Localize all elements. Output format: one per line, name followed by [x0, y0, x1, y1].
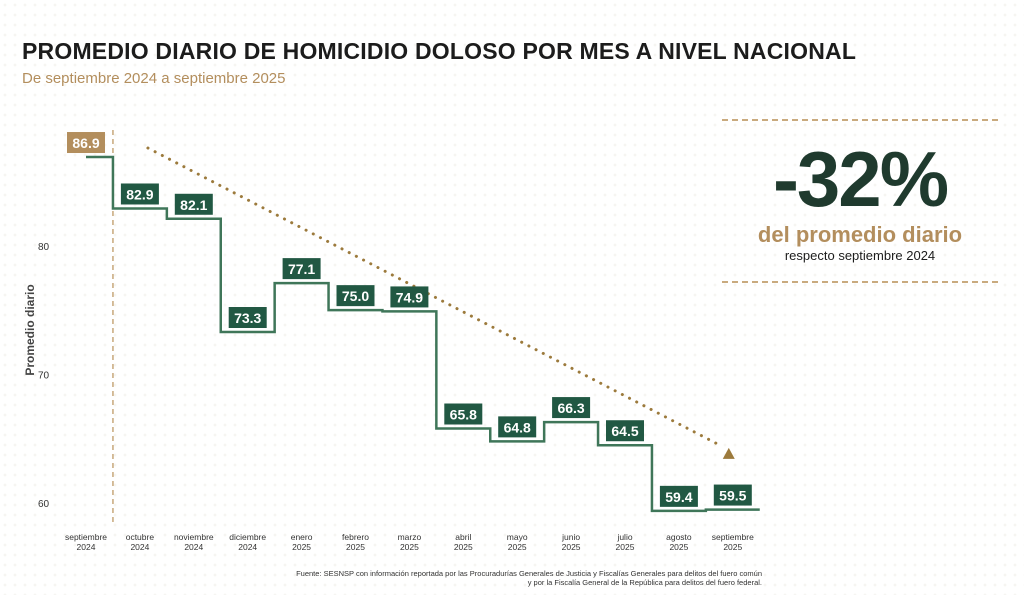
source-line-1: Fuente: SESNSP con información reportada…: [296, 569, 762, 578]
value-label: 64.8: [504, 419, 531, 435]
x-tick-year: 2025: [508, 542, 527, 552]
y-axis-label: Promedio diario: [23, 284, 37, 375]
page-subtitle: De septiembre 2024 a septiembre 2025: [22, 70, 286, 87]
x-tick-month: septiembre: [712, 532, 754, 542]
trend-arrowhead: [722, 447, 735, 459]
value-label-box: [228, 307, 267, 329]
x-tick-year: 2025: [723, 542, 742, 552]
x-tick-month: julio: [616, 532, 632, 542]
source-note: Fuente: SESNSP con información reportada…: [202, 569, 762, 587]
x-tick-month: mayo: [507, 532, 528, 542]
x-tick-year: 2024: [238, 542, 257, 552]
x-tick-month: septiembre: [65, 532, 107, 542]
value-label-box: [282, 258, 321, 280]
kpi-sublabel: respecto septiembre 2024: [784, 248, 936, 263]
x-tick-year: 2025: [346, 542, 365, 552]
value-label-box: [390, 286, 429, 308]
x-tick-year: 2025: [454, 542, 473, 552]
source-line-2: y por la Fiscalía General de la Repúblic…: [527, 578, 762, 587]
kpi-label: del promedio diario: [757, 222, 963, 247]
x-tick-year: 2025: [562, 542, 581, 552]
x-tick-year: 2024: [130, 542, 149, 552]
x-tick-month: enero: [291, 532, 313, 542]
x-tick-year: 2025: [616, 542, 635, 552]
value-label: 77.1: [288, 261, 315, 277]
page-title: PROMEDIO DIARIO DE HOMICIDIO DOLOSO POR …: [22, 38, 857, 64]
kpi-value: -32%: [772, 135, 949, 223]
value-label-box: [606, 420, 644, 442]
value-label-box: [120, 183, 159, 205]
x-tick-month: abril: [455, 532, 471, 542]
x-tick-month: octubre: [126, 532, 155, 542]
x-tick-year: 2025: [292, 542, 311, 552]
x-tick-month: junio: [561, 532, 580, 542]
x-tick-month: marzo: [398, 532, 422, 542]
value-label: 82.9: [126, 186, 153, 202]
value-label: 66.3: [557, 400, 584, 416]
kpi-top-divider: [722, 119, 998, 121]
value-label: 75.0: [342, 288, 369, 304]
value-label-box: [174, 193, 213, 215]
x-tick-month: agosto: [666, 532, 692, 542]
value-label-box: [336, 285, 375, 307]
value-label-box: [444, 403, 483, 425]
value-label-box: [552, 397, 591, 419]
x-tick-year: 2024: [184, 542, 203, 552]
x-tick-month: diciembre: [229, 532, 266, 542]
value-label-box: [498, 416, 537, 438]
value-label: 64.5: [611, 423, 638, 439]
trend-line: [146, 146, 722, 447]
value-label: 65.8: [450, 407, 477, 423]
x-tick-year: 2024: [77, 542, 96, 552]
value-label: 59.5: [719, 488, 746, 504]
kpi-bottom-divider: [722, 281, 998, 283]
y-tick-label: 80: [38, 242, 50, 253]
value-label: 73.3: [234, 310, 261, 326]
x-tick-month: febrero: [342, 532, 369, 542]
y-tick-label: 60: [38, 499, 50, 510]
series-step-line: [86, 155, 760, 513]
value-label-box: [659, 485, 698, 507]
value-label: 86.9: [72, 135, 99, 151]
y-tick-label: 70: [38, 370, 50, 381]
value-label-box: [713, 484, 752, 506]
x-tick-year: 2025: [400, 542, 419, 552]
value-label: 82.1: [180, 197, 207, 213]
value-label: 59.4: [665, 489, 692, 505]
x-tick-year: 2025: [669, 542, 688, 552]
value-label: 74.9: [396, 289, 423, 305]
x-tick-month: noviembre: [174, 532, 214, 542]
value-label-box: [67, 132, 105, 154]
